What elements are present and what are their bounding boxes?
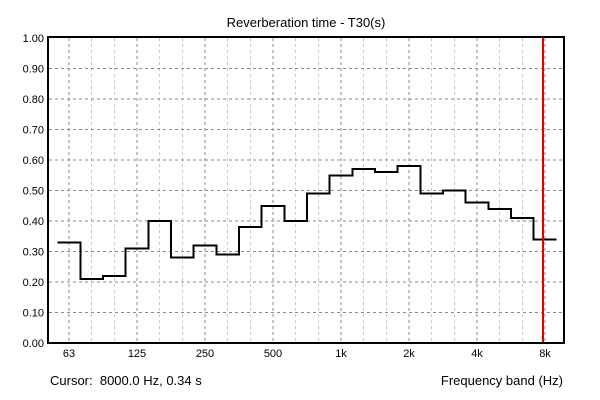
- y-tick-label: 0.30: [23, 247, 44, 259]
- plot-area[interactable]: [48, 37, 564, 343]
- y-tick-label: 0.20: [23, 277, 44, 289]
- y-tick-label: 0.40: [23, 216, 44, 228]
- t30-step-curve: [57, 165, 557, 280]
- x-tick-label: 125: [128, 348, 146, 360]
- x-tick-label: 2k: [403, 348, 415, 360]
- cursor-readout: Cursor: 8000.0 Hz, 0.34 s: [50, 373, 202, 388]
- y-tick-label: 0.70: [23, 125, 44, 137]
- x-tick-label: 8k: [539, 348, 551, 360]
- x-tick-label: 4k: [471, 348, 483, 360]
- y-tick-label: 0.80: [23, 94, 44, 106]
- y-tick-label: 0.50: [23, 186, 44, 198]
- chart-title: Reverberation time - T30(s): [226, 15, 386, 30]
- x-tick-label: 250: [196, 348, 214, 360]
- plot-frame: [47, 36, 565, 344]
- x-tick-label: 500: [264, 348, 282, 360]
- y-tick-label: 0.90: [23, 64, 44, 76]
- y-tick-label: 0.10: [23, 308, 44, 320]
- y-tick-label: 1.00: [23, 33, 44, 45]
- y-tick-label: 0.60: [23, 155, 44, 167]
- x-tick-label: 63: [63, 348, 75, 360]
- x-tick-label: 1k: [335, 348, 347, 360]
- y-tick-label: 0.00: [23, 338, 44, 350]
- x-axis-title: Frequency band (Hz): [440, 373, 563, 388]
